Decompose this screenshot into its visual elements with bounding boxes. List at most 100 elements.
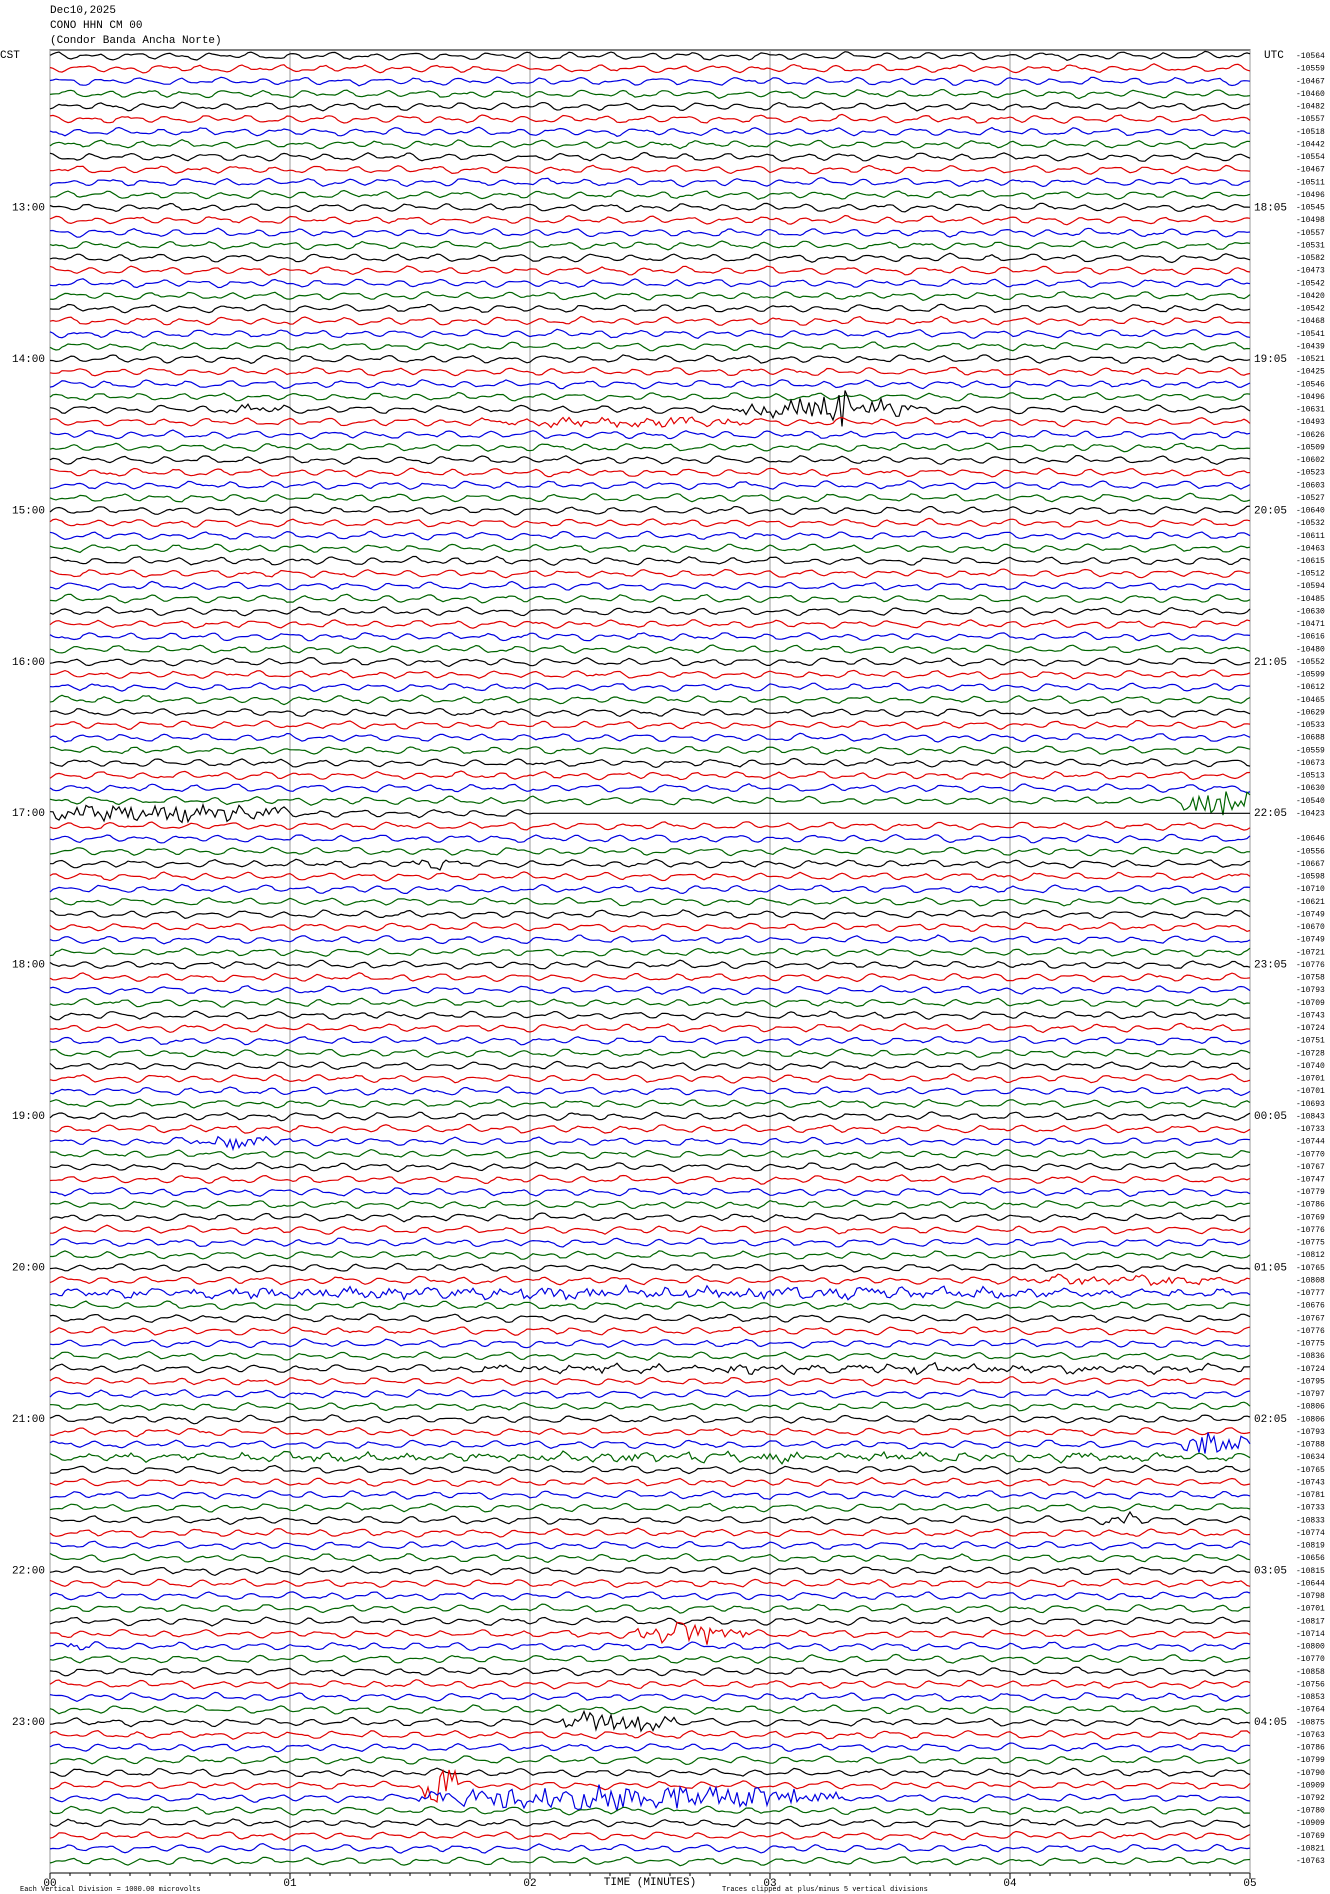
trace-label: -10733 — [1296, 1125, 1325, 1134]
trace — [49, 1035, 1251, 1046]
trace-label: -10770 — [1296, 1150, 1325, 1159]
trace-label: -10763 — [1296, 1857, 1325, 1866]
trace — [49, 88, 1251, 100]
trace-label: -10909 — [1296, 1819, 1325, 1828]
trace — [49, 1784, 1251, 1812]
trace-label: -10767 — [1296, 1163, 1325, 1172]
trace — [49, 151, 1251, 162]
trace — [49, 757, 1251, 769]
trace-label: -10765 — [1296, 1466, 1325, 1475]
trace — [49, 1679, 1251, 1690]
trace-label: -10836 — [1296, 1352, 1325, 1361]
trace — [49, 1186, 1251, 1198]
trace-label: -10790 — [1296, 1769, 1325, 1778]
trace — [49, 1414, 1251, 1425]
x-tick-label: 02 — [523, 1878, 536, 1890]
trace — [49, 745, 1251, 756]
trace — [49, 177, 1251, 188]
trace-label: -10740 — [1296, 1062, 1325, 1071]
trace-label: -10779 — [1296, 1188, 1325, 1197]
trace-label: -10482 — [1296, 103, 1325, 112]
trace-label: -10763 — [1296, 1731, 1325, 1740]
trace-label: -10770 — [1296, 1655, 1325, 1664]
trace — [49, 1464, 1251, 1475]
trace — [49, 644, 1251, 655]
right-hour-label: 04:05 — [1254, 1717, 1287, 1729]
trace — [49, 1389, 1251, 1400]
trace — [49, 1565, 1251, 1577]
trace — [49, 997, 1251, 1008]
trace-label: -10793 — [1296, 1428, 1325, 1437]
trace-label: -10498 — [1296, 216, 1325, 225]
trace — [49, 959, 1251, 970]
trace — [49, 467, 1251, 478]
trace-label: -10631 — [1296, 406, 1325, 415]
trace — [49, 202, 1251, 213]
trace-label: -10676 — [1296, 1302, 1325, 1311]
left-header: CST — [0, 50, 20, 62]
trace-label: -10701 — [1296, 1075, 1325, 1084]
trace-label: -10615 — [1296, 557, 1325, 566]
trace-label: -10463 — [1296, 544, 1325, 553]
trace — [49, 442, 1251, 453]
trace-label: -10749 — [1296, 936, 1325, 945]
trace — [49, 1729, 1251, 1740]
trace-label: -10747 — [1296, 1176, 1325, 1185]
x-axis-label: TIME (MINUTES) — [604, 1877, 696, 1889]
trace — [49, 883, 1251, 895]
trace — [49, 354, 1251, 364]
left-hour-label: 15:00 — [12, 505, 45, 517]
trace — [49, 985, 1251, 996]
trace — [50, 858, 1251, 871]
trace-label: -10843 — [1296, 1112, 1325, 1121]
trace-label: -10673 — [1296, 759, 1325, 768]
trace-label: -10630 — [1296, 607, 1325, 616]
trace — [49, 619, 1251, 629]
trace — [49, 846, 1251, 857]
trace-label: -10471 — [1296, 620, 1325, 629]
trace-label: -10420 — [1296, 292, 1325, 301]
trace — [49, 1273, 1251, 1287]
trace-label: -10564 — [1296, 52, 1325, 61]
trace-label: -10724 — [1296, 1024, 1325, 1033]
trace-label: -10423 — [1296, 809, 1325, 818]
x-tick-label: 04 — [1003, 1878, 1017, 1890]
trace-label: -10875 — [1296, 1718, 1325, 1727]
trace — [49, 1262, 1251, 1273]
trace — [49, 1489, 1251, 1500]
trace-label: -10670 — [1296, 923, 1325, 932]
trace — [49, 278, 1251, 289]
trace-label: -10582 — [1296, 254, 1325, 263]
trace-label: -10769 — [1296, 1832, 1325, 1841]
trace — [49, 291, 1251, 301]
right-hour-label: 23:05 — [1254, 960, 1287, 972]
trace — [49, 1199, 1251, 1210]
plot-frame — [49, 49, 1251, 1874]
trace-label: -10518 — [1296, 128, 1325, 137]
trace-label: -10819 — [1296, 1542, 1325, 1551]
trace-label: -10611 — [1296, 532, 1325, 541]
trace — [49, 113, 1251, 124]
trace — [49, 315, 1251, 327]
trace-label: -10542 — [1296, 305, 1325, 314]
trace — [49, 1313, 1251, 1324]
trace — [49, 390, 1251, 427]
trace-label: -10795 — [1296, 1377, 1325, 1386]
trace — [49, 505, 1251, 516]
trace — [49, 1135, 1251, 1152]
trace — [49, 1048, 1251, 1059]
trace-label: -10792 — [1296, 1794, 1325, 1803]
trace-label: -10634 — [1296, 1453, 1325, 1462]
trace — [49, 214, 1251, 226]
trace-label: -10644 — [1296, 1579, 1325, 1588]
trace-label: -10468 — [1296, 317, 1325, 326]
left-hour-label: 23:00 — [12, 1717, 45, 1729]
right-hour-label: 02:05 — [1254, 1414, 1287, 1426]
trace — [49, 1450, 1251, 1465]
trace-label: -10709 — [1296, 999, 1325, 1008]
trace — [49, 366, 1251, 377]
trace — [50, 669, 1251, 680]
trace-label: -10533 — [1296, 721, 1325, 730]
trace-label: -10629 — [1296, 708, 1325, 717]
